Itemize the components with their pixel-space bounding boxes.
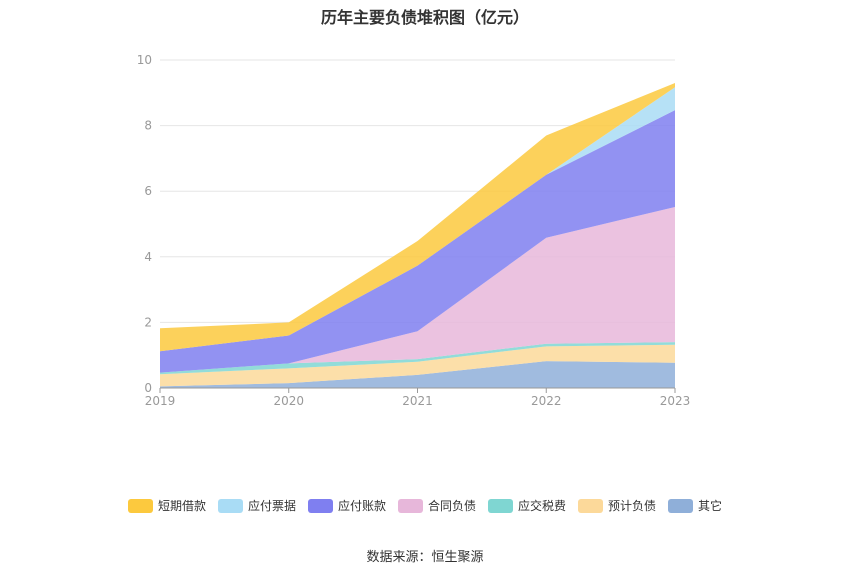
area-合同负债: [160, 206, 675, 373]
legend-item[interactable]: 其它: [668, 497, 722, 514]
legend-swatch: [397, 498, 423, 513]
legend-item[interactable]: 预计负债: [578, 497, 656, 514]
y-tick-label: 0: [144, 381, 152, 395]
legend-swatch: [217, 498, 243, 513]
legend-label: 应付票据: [247, 499, 296, 513]
x-tick-label: 2022: [531, 394, 562, 408]
legend-swatch: [578, 498, 604, 513]
x-tick-label: 2020: [273, 394, 304, 408]
legend-item[interactable]: 合同负债: [397, 497, 476, 514]
legend-item[interactable]: 应付票据: [217, 497, 296, 514]
y-tick-label: 4: [144, 250, 152, 264]
x-tick-label: 2021: [402, 394, 433, 408]
stacked-area-chart: 0 2 4 6 8 10 2019 2020 2021 2022 2023: [137, 53, 691, 408]
legend-label: 应交税费: [518, 499, 567, 513]
area-短期借款: [160, 82, 675, 352]
area-应付账款: [160, 110, 675, 373]
legend-swatch: [668, 498, 694, 513]
y-tick-label: 6: [144, 184, 152, 198]
area-其它: [160, 361, 675, 388]
legend-label: 其它: [698, 499, 723, 513]
chart-title: 历年主要负债堆积图（亿元）: [320, 8, 529, 27]
legend-item[interactable]: 短期借款: [127, 497, 206, 514]
legend-swatch: [127, 498, 153, 513]
legend-swatch: [488, 498, 513, 513]
area-应交税费: [160, 342, 675, 375]
legend-item[interactable]: 应交税费: [488, 497, 566, 514]
y-tick-label: 8: [144, 119, 152, 133]
legend-item[interactable]: 应付账款: [307, 497, 386, 514]
area-预计负债: [160, 344, 675, 387]
legend-label: 合同负债: [427, 499, 476, 513]
data-source: 数据来源：恒生聚源: [366, 550, 484, 565]
x-tick-label: 2019: [145, 394, 176, 408]
x-tick-label: 2023: [660, 394, 691, 408]
y-tick-label: 10: [137, 53, 152, 67]
legend-label: 预计负债: [608, 499, 657, 513]
y-tick-label: 2: [144, 315, 152, 329]
legend-swatch: [307, 498, 333, 513]
chart-legend: 短期借款 应付票据 应付账款 合同负债 应交税费 预计负债 其它: [0, 497, 850, 514]
legend-label: 短期借款: [157, 499, 206, 513]
legend-label: 应付账款: [337, 499, 386, 513]
